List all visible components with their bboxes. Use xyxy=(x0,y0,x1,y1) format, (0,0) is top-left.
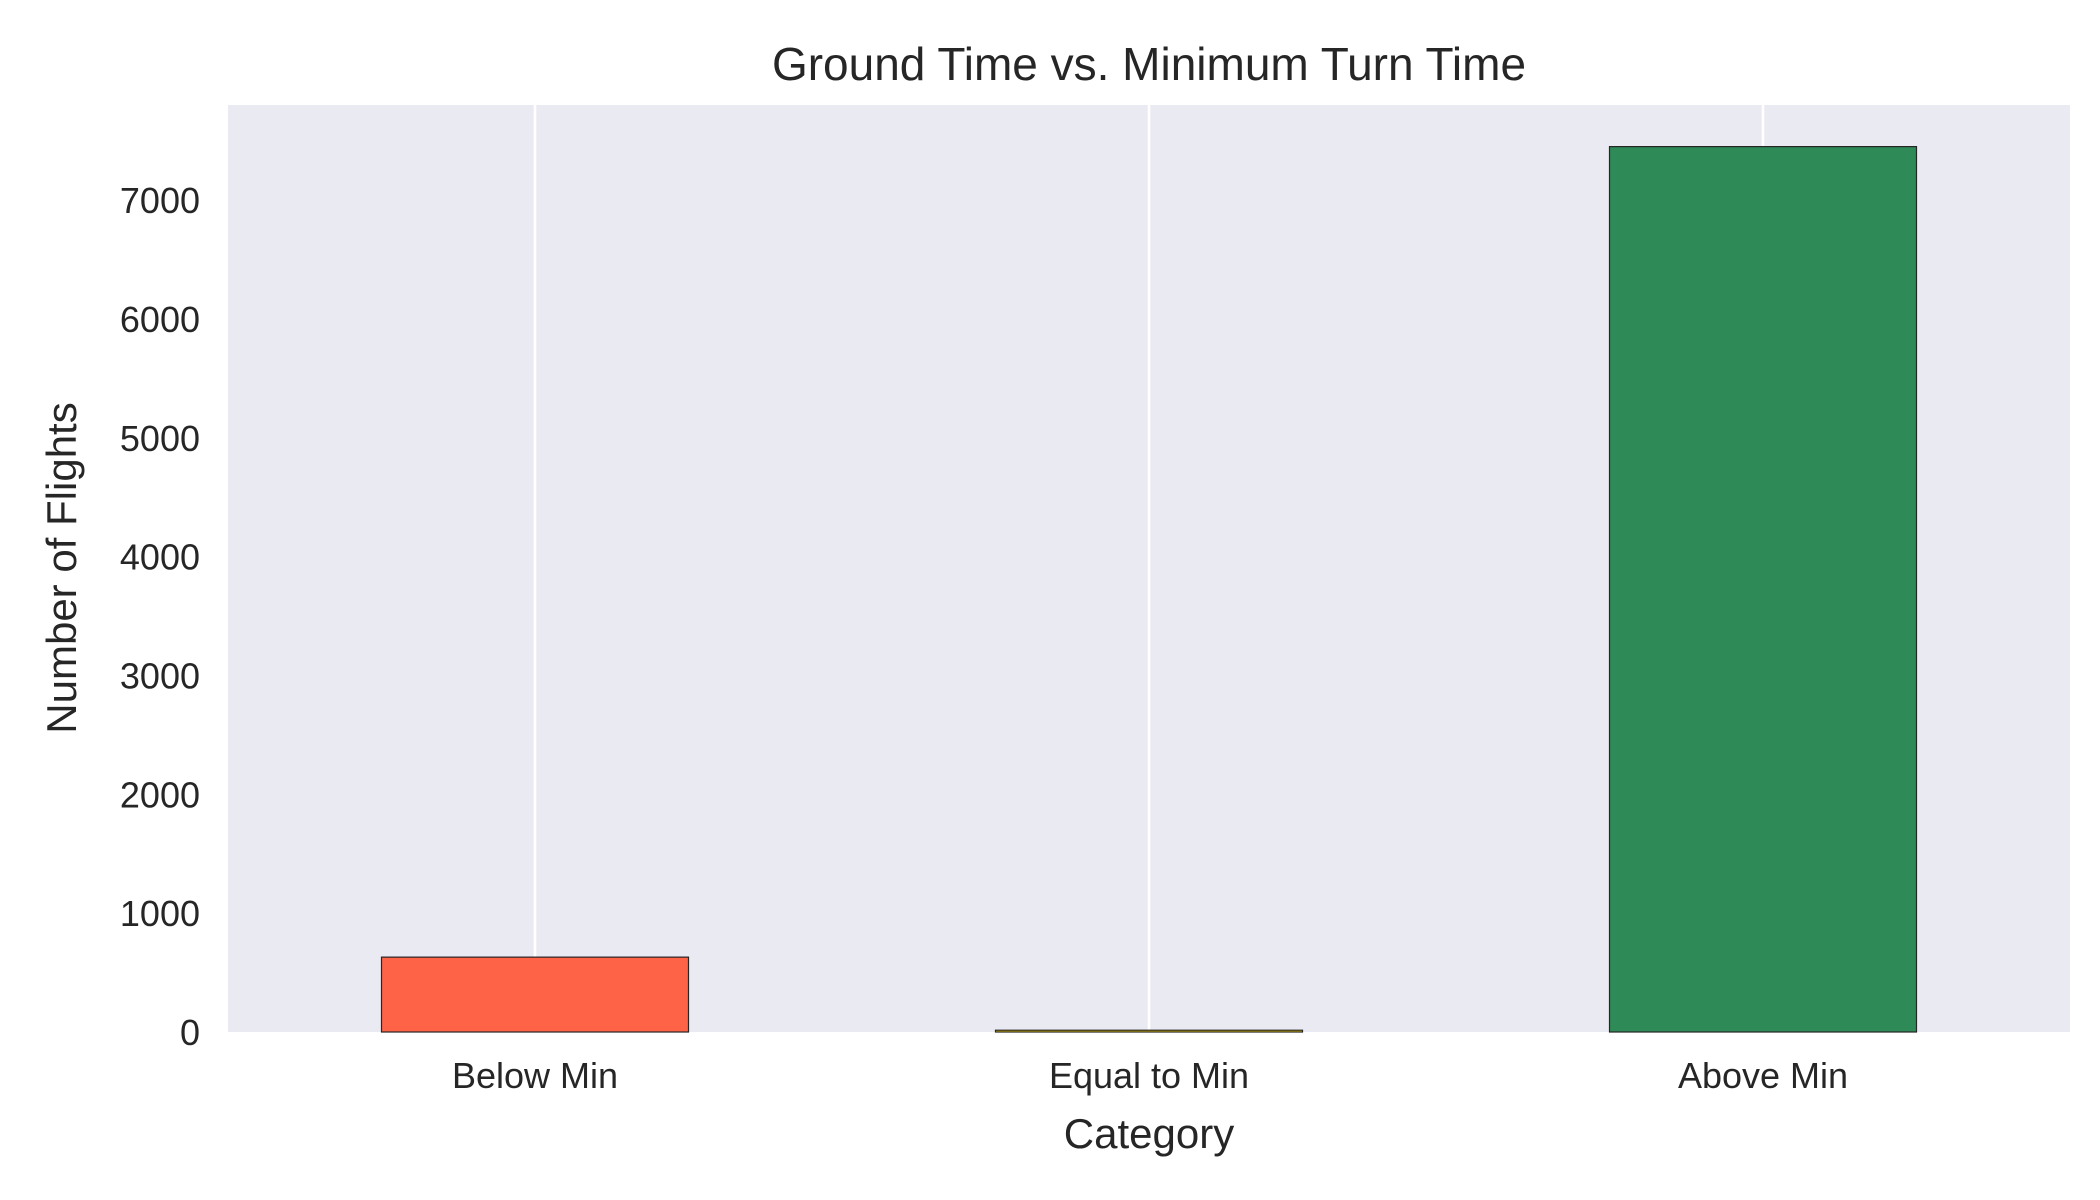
y-tick-label: 0 xyxy=(180,1012,200,1053)
y-tick-label: 6000 xyxy=(120,299,200,340)
chart-title: Ground Time vs. Minimum Turn Time xyxy=(772,38,1526,90)
y-tick-label: 3000 xyxy=(120,655,200,696)
y-axis-label: Number of Flights xyxy=(38,402,85,733)
y-tick-label: 5000 xyxy=(120,418,200,459)
x-axis-label: Category xyxy=(1064,1110,1234,1157)
x-tick-labels: Below Min Equal to Min Above Min xyxy=(452,1055,1848,1096)
bar-equal-to-min xyxy=(994,1029,1304,1033)
y-tick-label: 7000 xyxy=(120,180,200,221)
y-tick-labels: 0 1000 2000 3000 4000 5000 6000 7000 xyxy=(120,180,200,1053)
y-tick-label: 2000 xyxy=(120,774,200,815)
y-tick-label: 4000 xyxy=(120,537,200,578)
bar-below-min xyxy=(380,956,690,1033)
y-tick-label: 1000 xyxy=(120,893,200,934)
x-tick-label: Below Min xyxy=(452,1055,618,1096)
bars xyxy=(380,145,1918,1033)
x-tick-label: Equal to Min xyxy=(1049,1055,1249,1096)
bar-above-min xyxy=(1608,145,1918,1033)
x-tick-label: Above Min xyxy=(1678,1055,1848,1096)
